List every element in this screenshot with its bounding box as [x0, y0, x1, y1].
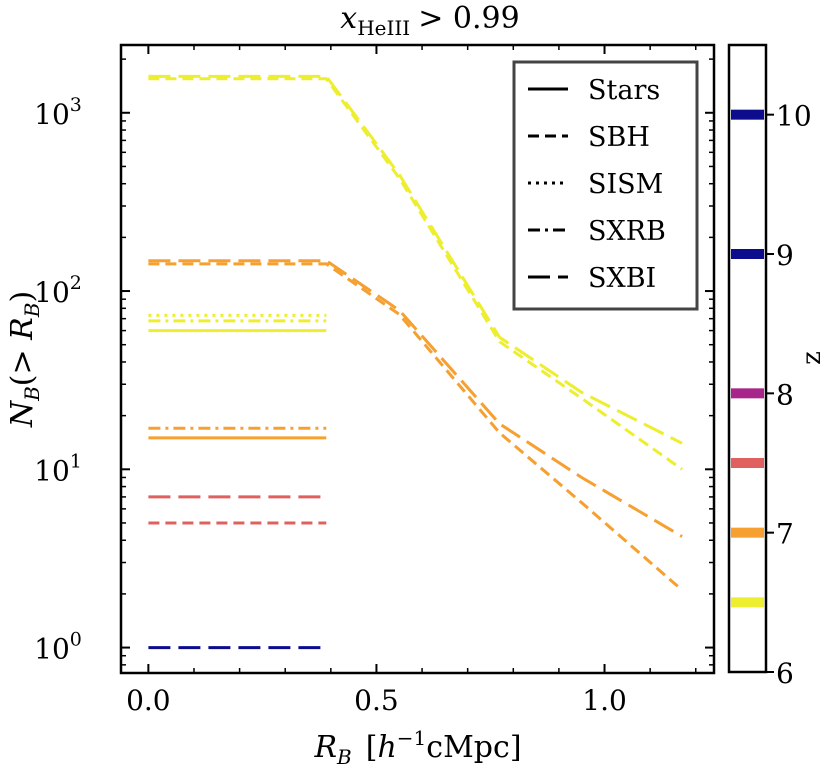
- legend-label: SXBI: [588, 263, 656, 294]
- series-line: [148, 74, 683, 445]
- series-line: [148, 77, 683, 471]
- plot-area: [119, 43, 716, 675]
- series-line: [148, 259, 683, 538]
- colorbar-marker: [731, 527, 764, 538]
- x-tick-label: 0.5: [354, 684, 399, 717]
- y-tick-label: 102: [34, 272, 82, 309]
- y-tick-label: 100: [34, 629, 82, 666]
- colorbar-tick-label: 6: [776, 657, 794, 690]
- colorbar-frame: [727, 43, 768, 674]
- chart-title: xHeIII > 0.99: [340, 1, 519, 40]
- x-tick-label: 0.0: [126, 684, 171, 717]
- colorbar-marker: [731, 388, 764, 399]
- colorbar-marker: [731, 109, 764, 120]
- colorbar-tick-label: 10: [776, 100, 812, 133]
- y-axis-label: NB(> RB): [5, 291, 44, 428]
- colorbar: 6 7 8 9 10 z: [727, 43, 827, 690]
- colorbar-tick-label: 7: [776, 518, 794, 551]
- legend-label: SISM: [588, 169, 663, 200]
- x-axis-label: RB [h−1cMpc]: [313, 726, 521, 769]
- legend-label: SXRB: [588, 216, 666, 247]
- colorbar-tick-label: 8: [776, 378, 794, 411]
- y-tick-label: 101: [34, 450, 82, 487]
- colorbar-label: z: [797, 351, 827, 365]
- legend-label: Stars: [588, 75, 660, 106]
- colorbar-tick-label: 9: [776, 239, 794, 272]
- colorbar-marker: [731, 597, 764, 608]
- colorbar-marker: [731, 249, 764, 259]
- legend: Stars SBH SISM SXRB SXBI: [512, 60, 699, 311]
- legend-label: SBH: [588, 122, 650, 153]
- series-line: [148, 262, 684, 592]
- tick-layer: 0.0 0.5 1.0 100 101 102 103: [34, 45, 714, 717]
- x-tick-label: 1.0: [582, 684, 627, 717]
- colorbar-marker: [731, 458, 764, 468]
- series-layer: [148, 74, 684, 650]
- y-tick-label: 103: [34, 94, 82, 131]
- legend-box: [512, 60, 699, 311]
